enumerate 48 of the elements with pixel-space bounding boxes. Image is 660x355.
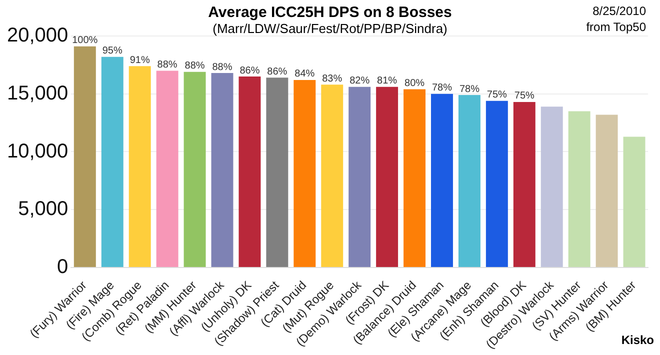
- y-tick-label: 5,000: [18, 198, 68, 220]
- bar: [238, 76, 261, 267]
- annotation: 80%: [404, 78, 425, 89]
- annotation: 88%: [157, 59, 178, 70]
- annotation: 86%: [267, 66, 288, 78]
- y-tick-label: 20,000: [7, 24, 68, 47]
- y-tick-label: 0: [57, 256, 68, 278]
- annotation: 88%: [212, 62, 232, 73]
- bar: [184, 72, 206, 267]
- y-tick-label: 10,000: [7, 140, 68, 162]
- bar: [431, 94, 453, 267]
- bar: [376, 86, 398, 267]
- bar: [596, 114, 618, 267]
- text: from Top50: [586, 20, 646, 34]
- annotation: 100%: [72, 35, 98, 46]
- bar: [156, 70, 178, 267]
- annotation: 86%: [240, 65, 260, 76]
- annotation: 75%: [514, 90, 535, 102]
- text: 8/25/2010: [592, 4, 646, 18]
- bar: [101, 56, 124, 267]
- bar: [540, 106, 563, 267]
- annotation: 83%: [322, 73, 342, 84]
- annotation: 88%: [184, 60, 205, 72]
- chart-title: Average ICC25H DPS on 8 Bosses: [207, 4, 453, 21]
- annotation: 75%: [486, 90, 508, 101]
- annotation: 95%: [102, 46, 122, 57]
- bar: [404, 89, 426, 267]
- bar: [128, 66, 151, 267]
- bar: [458, 95, 480, 267]
- bar: [211, 73, 234, 267]
- chart-subtitle: (Marr/LDW/Saur/Fest/Rot/PP/BP/Sindra): [212, 21, 448, 36]
- bar: [348, 86, 371, 267]
- bar: [623, 136, 646, 267]
- bar: [568, 111, 590, 267]
- bar: [486, 100, 508, 267]
- text: Kisko: [621, 333, 654, 347]
- bar: [74, 46, 96, 267]
- bar: [513, 102, 536, 267]
- y-tick-label: 15,000: [7, 82, 68, 104]
- annotation: 81%: [377, 76, 398, 87]
- bar: [321, 84, 344, 267]
- annotation: 78%: [459, 84, 480, 95]
- bar: [266, 78, 288, 267]
- bar: [294, 80, 316, 267]
- annotation: 84%: [294, 68, 315, 80]
- annotation: 78%: [432, 82, 452, 94]
- annotation: 91%: [130, 54, 150, 66]
- annotation: 82%: [350, 76, 370, 87]
